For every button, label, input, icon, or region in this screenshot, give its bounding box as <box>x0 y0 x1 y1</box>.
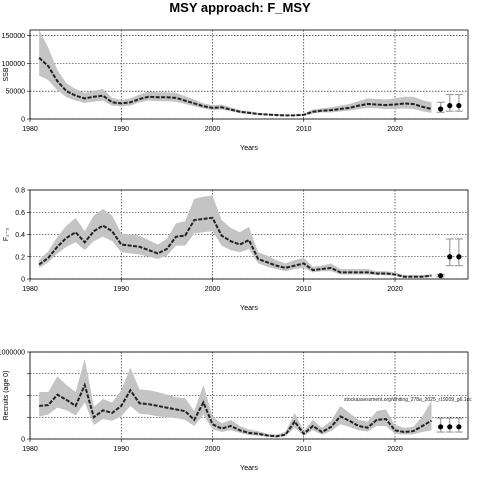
y-tick-label: 0.8 <box>15 188 25 195</box>
confidence-band <box>39 30 432 117</box>
panel-3: 1980 1990 2000 2010 2020 0 1000000 Years Recruit… <box>0 350 469 472</box>
x-tick-label: 1990 <box>113 446 129 453</box>
forecast-point <box>447 254 453 260</box>
panel-2: 1980 1990 2000 2010 2020 0 0.2 0.4 0.6 0.8 Years F₁… <box>3 188 469 312</box>
estimate-line <box>38 57 432 117</box>
forecast-point <box>456 254 462 260</box>
estimate-line <box>38 216 432 278</box>
x-tick-label: 2010 <box>296 126 312 133</box>
forecast-point <box>438 106 444 112</box>
x-tick-label: 2000 <box>205 446 221 453</box>
forecast-point <box>456 424 462 430</box>
confidence-band <box>39 195 432 278</box>
x-tick-label: 2010 <box>296 286 312 293</box>
y-tick-label: 50000 <box>6 89 26 96</box>
x-tick-label: 2020 <box>387 286 403 293</box>
forecast-point <box>438 424 444 430</box>
y-tick-label: 0 <box>21 437 25 444</box>
y-axis-label: F₁₋₃ <box>3 228 10 241</box>
y-tick-label: 0.2 <box>15 254 25 261</box>
forecast-point <box>438 273 444 279</box>
panel-frame <box>29 29 469 120</box>
x-tick-label: 1980 <box>22 286 38 293</box>
estimate-line <box>39 382 432 438</box>
x-tick-label: 2000 <box>205 286 221 293</box>
y-tick-label: 0.4 <box>15 232 25 239</box>
forecast-point <box>447 103 453 109</box>
x-tick-label: 1980 <box>22 126 38 133</box>
x-axis-label: Years <box>240 465 258 472</box>
source-annotation: stockassessment.org/whiting_278a_2025_r1… <box>344 397 472 403</box>
x-tick-label: 1990 <box>113 126 129 133</box>
x-tick-label: 2020 <box>387 446 403 453</box>
y-axis-label: Recruits (age 0) <box>3 371 10 421</box>
y-axis-label: SSB <box>3 67 10 81</box>
x-tick-label: 2000 <box>205 126 221 133</box>
y-tick-label: 0.6 <box>15 210 25 217</box>
y-tick-label: 1000000 <box>0 350 25 357</box>
x-tick-label: 1980 <box>22 446 38 453</box>
x-axis-label: Years <box>240 305 258 312</box>
forecast-point <box>447 424 453 430</box>
chart-title: MSY approach: F_MSY <box>169 0 311 15</box>
x-tick-label: 2020 <box>387 126 403 133</box>
y-tick-label: 100000 <box>2 61 25 68</box>
x-tick-label: 1990 <box>113 286 129 293</box>
y-tick-label: 0 <box>21 277 25 284</box>
x-tick-label: 2010 <box>296 446 312 453</box>
confidence-band <box>39 358 432 438</box>
x-axis-label: Years <box>240 145 258 152</box>
y-tick-label: 150000 <box>2 33 25 40</box>
forecast-point <box>456 103 462 109</box>
panel-1: 1980 1990 2000 2010 2020 0 50000 100000 150000 Ye… <box>2 29 469 152</box>
y-tick-label: 0 <box>21 117 25 124</box>
